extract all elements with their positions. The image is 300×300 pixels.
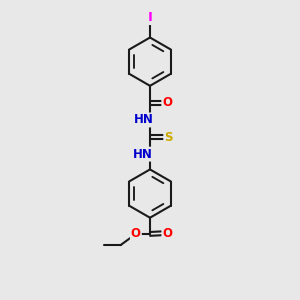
Text: S: S xyxy=(164,130,173,143)
Text: I: I xyxy=(148,11,152,24)
Text: O: O xyxy=(162,227,172,240)
Text: HN: HN xyxy=(134,113,154,127)
Text: O: O xyxy=(131,227,141,240)
Text: O: O xyxy=(162,96,172,110)
Text: HN: HN xyxy=(133,148,153,160)
